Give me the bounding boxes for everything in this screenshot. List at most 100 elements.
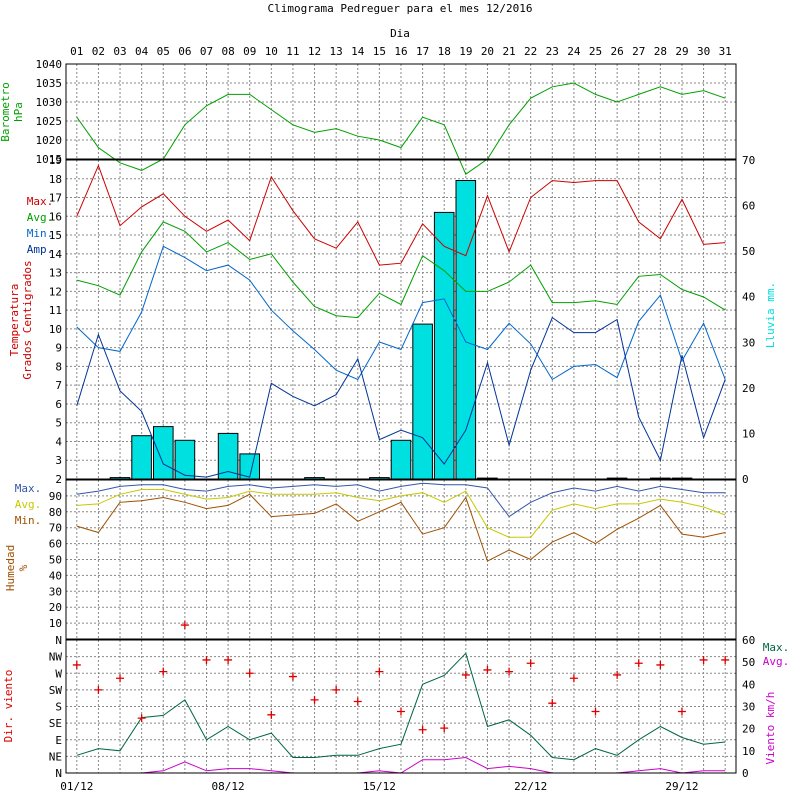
y-tick-label: 1035 (36, 77, 63, 90)
y2-tick-label: 10 (742, 745, 755, 758)
wind-direction-point (699, 655, 708, 664)
rain-bar (390, 439, 412, 480)
barometer-axis-label: Barometro (0, 82, 12, 142)
wind-direction-point (116, 674, 125, 683)
y-tick-label: 10 (49, 617, 62, 630)
y2-tick-label: 60 (742, 200, 755, 213)
date-tick-label: 22/12 (514, 780, 547, 793)
wind-line-max (76, 652, 726, 761)
direction-tick-label: E (55, 734, 62, 747)
day-tick-label: 10 (265, 45, 278, 58)
day-tick-label: 06 (178, 45, 191, 58)
y-tick-label: 6 (55, 398, 62, 411)
y-tick-label: 30 (49, 585, 62, 598)
y-tick-label: 15 (49, 229, 62, 242)
legend-item: Amp. (27, 243, 54, 256)
rain-bar (412, 323, 433, 480)
temperature-axis-label: Grados Centigrados (21, 260, 34, 379)
y2-tick-label: 30 (742, 336, 755, 349)
wind-direction-point (137, 714, 146, 723)
day-tick-label: 12 (308, 45, 321, 58)
rain-bar (174, 439, 196, 480)
y-tick-label: 1030 (36, 96, 63, 109)
wind-direction-point (375, 667, 384, 676)
rain-bar (153, 426, 174, 480)
top-axis-title: Dia (390, 27, 410, 40)
wind-direction-point (591, 707, 600, 716)
labels-layer: 01 02 03 04 05 06 07 08 09 10 11 12 13 14 15 16 17 18 19 20… (0, 45, 789, 793)
rain-bar (217, 432, 239, 480)
day-tick-label: 03 (113, 45, 126, 58)
day-tick-label: 29 (675, 45, 688, 58)
y2-tick-label: 10 (742, 427, 755, 440)
wind-direction-point (353, 697, 362, 706)
direction-tick-label: N (55, 634, 62, 647)
y-tick-label: 10 (49, 323, 62, 336)
humidity-line-avg (76, 489, 726, 538)
day-tick-label: 27 (632, 45, 645, 58)
y-tick-label: 8 (55, 360, 62, 373)
y-tick-label: 12 (49, 285, 62, 298)
wind-direction-point (569, 674, 578, 683)
date-tick-label: 01/12 (60, 780, 93, 793)
direction-tick-label: W (55, 667, 62, 680)
y-tick-label: 13 (49, 267, 62, 280)
wind-direction-point (656, 660, 665, 669)
wind-direction-point (159, 667, 168, 676)
legend-item: Min. (27, 227, 54, 240)
day-tick-label: 07 (200, 45, 213, 58)
wind-direction-point (418, 725, 427, 734)
chart-title: Climograma Pedreguer para el mes 12/2016 (268, 2, 533, 15)
y-tick-label: 7 (55, 379, 62, 392)
y2-tick-label: 40 (742, 291, 755, 304)
rain-axis-label: Lluvia mm. (764, 282, 777, 348)
y-tick-label: 19 (49, 154, 62, 167)
wind-direction-point (461, 670, 470, 679)
temperature-line-min (76, 245, 726, 381)
day-tick-label: 16 (394, 45, 407, 58)
y-tick-label: 16 (49, 210, 62, 223)
direction-tick-label: N (55, 767, 62, 780)
y-tick-label: 18 (49, 173, 62, 186)
y2-tick-label: 20 (742, 723, 755, 736)
rain-bar (455, 180, 477, 480)
humidity-line-min (76, 493, 726, 562)
y-tick-label: 2 (55, 473, 62, 486)
y-tick-label: 3 (55, 454, 62, 467)
y-tick-label: 1015 (36, 153, 63, 166)
day-tick-label: 26 (611, 45, 624, 58)
day-tick-label: 14 (351, 45, 365, 58)
panel-frame-viento (65, 639, 737, 774)
barometer-axis-label: hPa (12, 102, 25, 122)
direction-tick-label: NW (49, 651, 63, 664)
rain-bar (131, 435, 152, 480)
y-tick-label: 40 (49, 569, 62, 582)
direction-tick-label: SE (49, 717, 62, 730)
legend-item: Avg. (15, 498, 42, 511)
day-tick-label: 20 (481, 45, 494, 58)
y-tick-label: 4 (55, 435, 62, 448)
wind-speed-axis-label: Viento km/h (764, 692, 777, 765)
wind-direction-point (267, 710, 276, 719)
y2-tick-label: 70 (742, 154, 755, 167)
day-tick-label: 24 (567, 45, 581, 58)
wind-direction-point (72, 660, 81, 669)
wind-direction-point (202, 655, 211, 664)
y2-tick-label: 20 (742, 382, 755, 395)
y-tick-label: 70 (49, 522, 62, 535)
wind-direction-point (526, 659, 535, 668)
y2-tick-label: 0 (742, 473, 749, 486)
legend-item: Max. (15, 482, 42, 495)
y2-tick-label: 0 (742, 767, 749, 780)
day-tick-label: 13 (330, 45, 343, 58)
marks-layer (72, 82, 730, 774)
y-tick-label: 1025 (36, 115, 63, 128)
day-tick-label: 09 (243, 45, 256, 58)
legend-item: Max. (763, 641, 790, 654)
wind-direction-point (94, 685, 103, 694)
y2-tick-label: 60 (742, 634, 755, 647)
y-tick-label: 5 (55, 417, 62, 430)
wind-direction-point (483, 665, 492, 674)
